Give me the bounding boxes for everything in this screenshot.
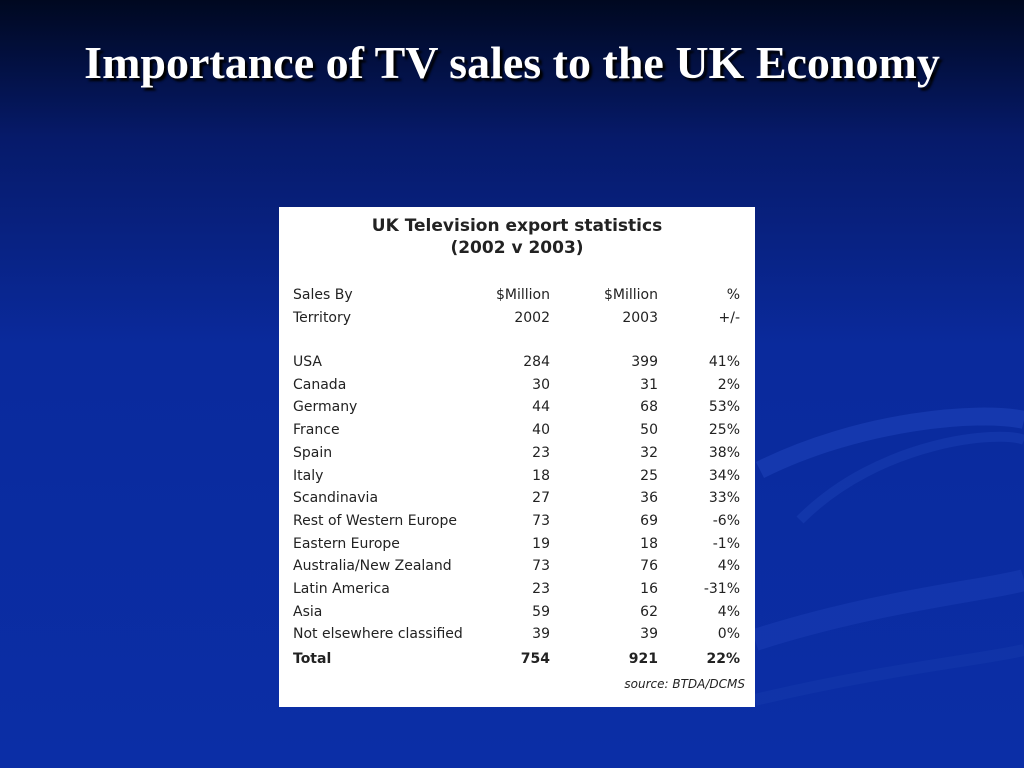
cell: 76 (640, 558, 658, 575)
cell: 59 (532, 603, 550, 620)
table-image: UK Television export statistics (2002 v 2… (279, 207, 755, 707)
cell: -1% (712, 535, 740, 552)
total-cell: 921 (628, 651, 658, 667)
cell: 2% (717, 376, 740, 393)
column-header: 2003 (622, 310, 658, 326)
cell: 18 (532, 467, 550, 484)
cell: 53% (708, 399, 740, 416)
cell: 33% (708, 490, 740, 507)
column-header: % (726, 287, 740, 303)
column-header: $Million (496, 287, 550, 303)
row-label: Canada (293, 376, 347, 393)
cell: 31 (640, 376, 658, 393)
cell: 25 (640, 467, 658, 484)
table-title: (2002 v 2003) (450, 238, 584, 258)
cell: 19 (532, 535, 550, 552)
row-label: Germany (293, 399, 358, 416)
row-label: Rest of Western Europe (293, 512, 457, 529)
cell: 50 (640, 422, 658, 439)
cell: -6% (712, 512, 740, 529)
cell: 39 (532, 626, 550, 643)
cell: 4% (717, 603, 740, 620)
cell: 73 (532, 512, 550, 529)
cell: 399 (631, 354, 658, 370)
row-label: Italy (293, 467, 324, 484)
cell: 73 (532, 558, 550, 575)
cell: 32 (640, 444, 658, 461)
cell: 36 (640, 490, 658, 507)
row-label: Latin America (293, 581, 390, 597)
cell: 23 (532, 444, 550, 461)
cell: 62 (640, 603, 658, 620)
row-label: Not elsewhere classified (293, 626, 463, 643)
source-note: source: BTDA/DCMS (624, 677, 745, 691)
cell: 23 (532, 581, 550, 597)
column-header: $Million (604, 287, 658, 303)
row-label: France (293, 422, 340, 439)
cell: 44 (532, 399, 550, 416)
column-header: Territory (293, 310, 352, 326)
cell: 18 (640, 535, 658, 552)
cell: 4% (717, 558, 740, 575)
cell: 39 (640, 626, 658, 643)
row-label: Asia (293, 603, 323, 620)
cell: 25% (708, 422, 740, 439)
cell: 38% (708, 444, 740, 461)
row-label: Scandinavia (293, 490, 379, 507)
table-title: UK Television export statistics (371, 216, 663, 236)
cell: 34% (708, 467, 740, 484)
cell: 41% (708, 354, 740, 370)
total-cell: 754 (520, 651, 550, 667)
cell: 284 (523, 354, 550, 370)
cell: 30 (532, 376, 550, 393)
column-header: +/- (718, 310, 741, 326)
total-cell: 22% (706, 651, 740, 667)
cell: 40 (532, 422, 550, 439)
slide-title: Importance of TV sales to the UK Economy (84, 37, 940, 88)
cell: 27 (532, 490, 550, 507)
cell: 69 (640, 512, 658, 529)
cell: 68 (640, 399, 658, 416)
row-label: Spain (293, 444, 333, 461)
cell: 16 (640, 581, 658, 597)
row-label: Australia/New Zealand (293, 558, 452, 575)
column-header: 2002 (514, 310, 550, 326)
cell: 0% (717, 626, 740, 643)
row-label: Eastern Europe (293, 535, 400, 552)
cell: -31% (703, 581, 740, 597)
total-label: Total (293, 651, 332, 667)
row-label: USA (293, 354, 322, 370)
column-header: Sales By (293, 287, 353, 303)
